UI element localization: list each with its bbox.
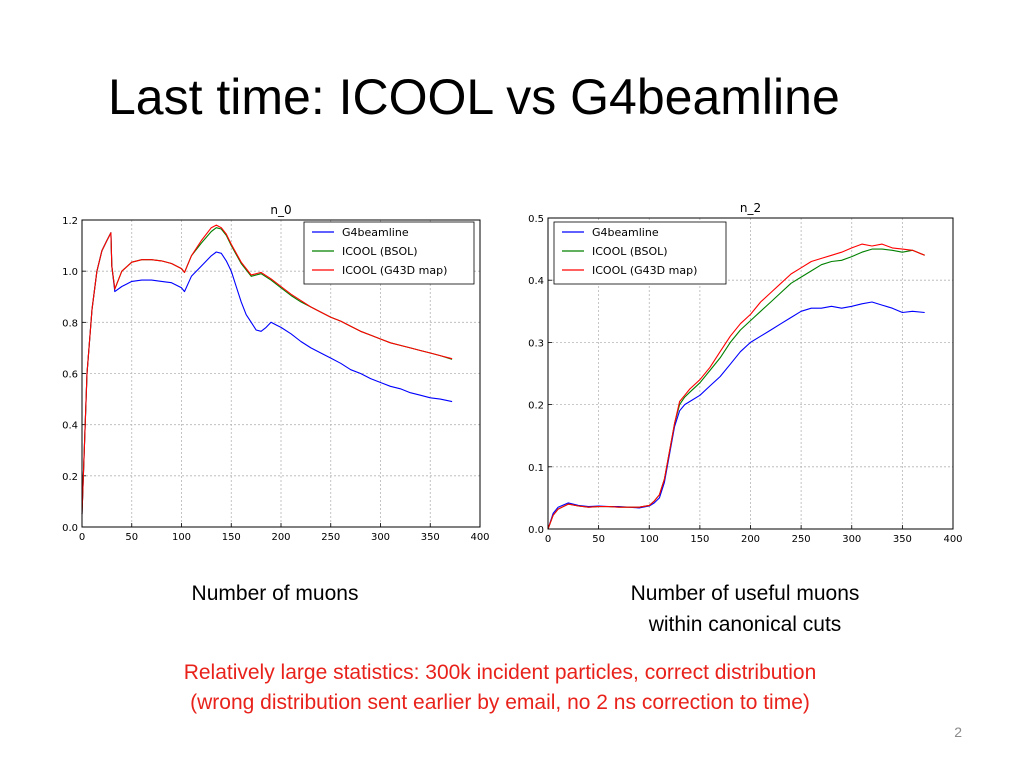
series-line [547,248,925,530]
caption-right: Number of useful muons within canonical … [590,578,900,640]
legend-label: ICOOL (BSOL) [342,245,418,258]
x-tick-label: 400 [470,532,489,543]
chart-title: n_2 [740,201,761,215]
series-line [547,301,925,530]
page-number: 2 [954,724,962,740]
x-tick-label: 350 [893,534,912,545]
y-tick-label: 0.4 [62,421,78,432]
y-tick-label: 0.5 [528,214,544,225]
x-tick-label: 300 [842,534,861,545]
x-tick-label: 50 [592,534,605,545]
x-tick-label: 250 [321,532,340,543]
x-tick-label: 100 [640,534,659,545]
x-tick-label: 50 [125,532,138,543]
y-tick-label: 0.2 [528,401,544,412]
y-tick-label: 0.0 [528,525,544,536]
x-tick-label: 250 [792,534,811,545]
x-tick-label: 0 [79,532,85,543]
plot-frame [547,217,954,530]
chart-n0: n_0 0 50 100 150 200 250 300 350 400 0.0 0.2 0.4 0.6 0… [62,203,489,543]
caption-right-line1: Number of useful muons [630,582,860,605]
y-tick-label: 0.0 [62,523,78,534]
x-tick-label: 400 [943,534,962,545]
x-tick-label: 150 [222,532,241,543]
note-line2: (wrong distribution sent earlier by emai… [190,691,810,714]
series-line [81,232,453,515]
x-tick-label: 0 [545,534,551,545]
chart-title: n_0 [270,203,291,217]
note-line1: Relatively large statistics: 300k incide… [183,661,817,684]
y-tick-label: 1.2 [62,216,78,227]
y-tick-label: 1.0 [62,267,78,278]
y-tick-label: 0.6 [62,370,78,381]
x-tick-label: 100 [172,532,191,543]
slide-title: Last time: ICOOL vs G4beamline [108,69,840,125]
series-line [547,243,925,530]
x-tick-label: 150 [690,534,709,545]
y-tick-label: 0.3 [528,338,544,349]
legend-label: G4beamline [342,226,409,239]
series-line [81,224,453,515]
x-tick-label: 300 [371,532,390,543]
caption-right-line2: within canonical cuts [648,613,842,636]
caption-left: Number of muons [191,582,359,605]
x-tick-label: 200 [271,532,290,543]
legend-label: ICOOL (G43D map) [342,264,447,277]
chart-n2: n_2 0 50 100 150 200 250 300 350 400 0.0 0.1 0.2 0.3 0… [528,201,962,545]
y-tick-label: 0.8 [62,318,78,329]
y-tick-label: 0.4 [528,276,544,287]
legend-label: ICOOL (BSOL) [592,245,668,258]
x-tick-label: 200 [741,534,760,545]
statistics-note: Relatively large statistics: 300k incide… [80,658,920,718]
legend-label: G4beamline [592,226,659,239]
plot-frame [81,219,481,528]
legend-label: ICOOL (G43D map) [592,264,697,277]
y-tick-label: 0.1 [528,463,544,474]
x-tick-label: 350 [421,532,440,543]
y-tick-label: 0.2 [62,472,78,483]
